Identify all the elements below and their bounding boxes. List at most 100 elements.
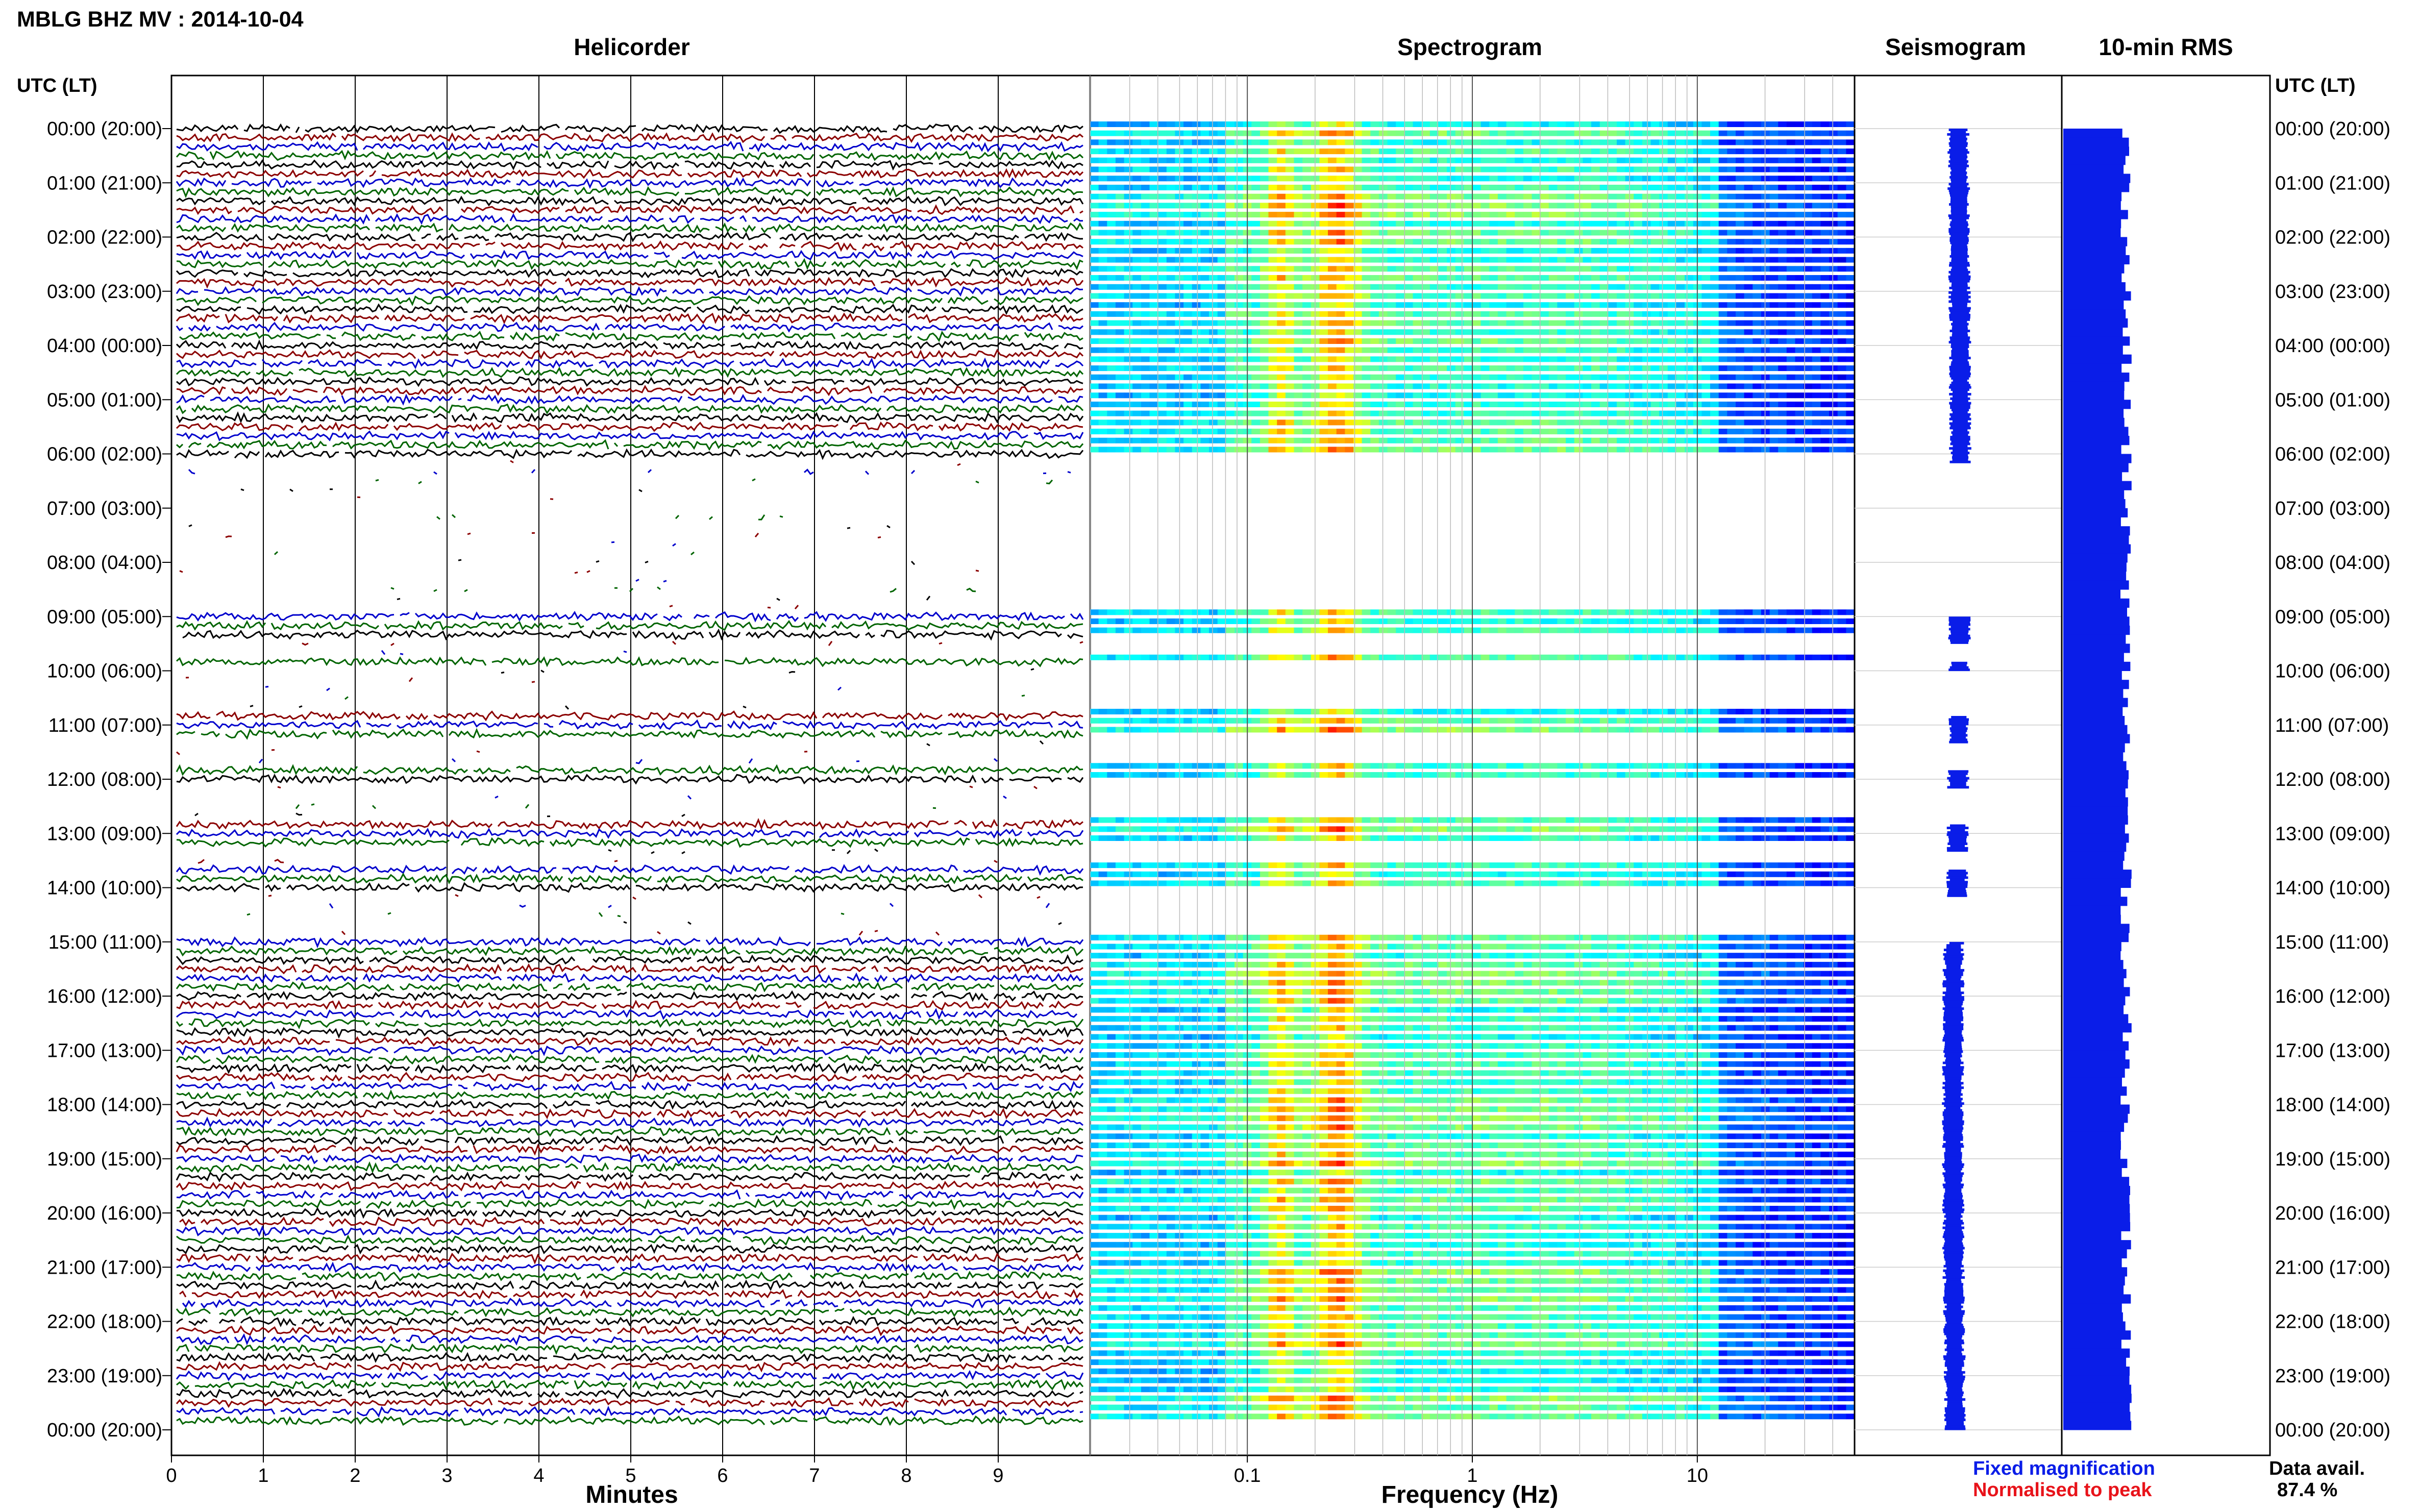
- spectrogram-cell: [1480, 609, 1490, 615]
- spectrogram-cell: [1752, 763, 1762, 769]
- spectrogram-cell: [1583, 284, 1592, 290]
- spectrogram-cell: [1557, 709, 1566, 714]
- spectrogram-cell: [1786, 176, 1795, 182]
- spectrogram-cell: [1336, 654, 1345, 660]
- spectrogram-cell: [1650, 826, 1660, 832]
- helicorder-trace-line: [176, 385, 1083, 396]
- spectrogram-cell: [1200, 392, 1210, 399]
- spectrogram-cell: [1659, 230, 1668, 236]
- spectrogram-cell: [1404, 402, 1413, 407]
- spectrogram-cell: [1421, 203, 1430, 209]
- spectrogram-cell: [1718, 311, 1727, 317]
- spectrogram-cell: [1090, 302, 1099, 308]
- helicorder-trace-line: [176, 1279, 1083, 1292]
- helicorder-trace-line: [176, 186, 1083, 199]
- spectrogram-cell: [1820, 419, 1830, 426]
- spectrogram-cell: [1650, 338, 1660, 344]
- spectrogram-cell: [1209, 654, 1218, 660]
- spectrogram-cell: [1583, 311, 1592, 317]
- spectrogram-cell: [1685, 193, 1694, 200]
- spectrogram-cell: [1226, 239, 1235, 245]
- helicorder-trace: [176, 1316, 1084, 1327]
- spectrogram-cell: [1328, 365, 1337, 371]
- spectrogram-cell: [1362, 402, 1371, 407]
- spectrogram-cell: [1804, 871, 1813, 877]
- spectrogram-cell: [1328, 772, 1337, 778]
- spectrogram-cell: [1752, 374, 1762, 380]
- helicorder-trace: [176, 321, 1083, 333]
- spectrogram-cell: [1608, 717, 1617, 724]
- spectrogram-cell: [1387, 176, 1396, 182]
- spectrogram-cell: [1429, 437, 1439, 443]
- spectrogram-cell: [1727, 609, 1736, 615]
- spectrogram-cell: [1846, 817, 1855, 823]
- helicorder-trace: [176, 1116, 1083, 1128]
- spectrogram-cell: [1192, 862, 1201, 869]
- spectrogram-cell: [1464, 311, 1473, 317]
- spectrogram-cell: [1676, 275, 1685, 281]
- spectrogram-cell: [1778, 392, 1787, 399]
- spectrogram-cell: [1455, 311, 1464, 317]
- spectrogram-cell: [1362, 419, 1371, 426]
- spectrogram-cell: [1183, 166, 1193, 172]
- spectrogram-cell: [1804, 654, 1813, 660]
- spectrogram-cell: [1464, 709, 1473, 714]
- spectrogram-cell: [1192, 121, 1201, 127]
- spectrogram-cell: [1574, 609, 1583, 615]
- spectrogram-cell: [1667, 402, 1676, 407]
- spectrogram-cell: [1532, 302, 1541, 308]
- spectrogram-cell: [1548, 247, 1558, 254]
- spectrogram-cell: [1260, 627, 1269, 633]
- spectrogram-cell: [1820, 772, 1830, 778]
- spectrogram-cell: [1548, 709, 1558, 714]
- spectrogram-cell: [1209, 275, 1218, 281]
- spectrogram-cell: [1319, 121, 1328, 127]
- spectrogram-cell: [1676, 185, 1685, 190]
- spectrogram-cell: [1727, 275, 1736, 281]
- spectrogram-cell: [1370, 302, 1379, 308]
- spectrogram-cell: [1608, 763, 1617, 769]
- spectrogram-cell: [1548, 293, 1558, 299]
- spectrogram-cell: [1421, 185, 1430, 190]
- spectrogram-cell: [1404, 148, 1413, 155]
- spectrogram-cell: [1192, 654, 1201, 660]
- spectrogram-cell: [1676, 139, 1685, 145]
- spectrogram-cell: [1166, 220, 1175, 227]
- spectrogram-cell: [1090, 410, 1099, 416]
- spectrogram-cell: [1812, 609, 1821, 615]
- spectrogram-cell: [1141, 247, 1150, 254]
- spectrogram-cell: [1149, 302, 1158, 308]
- spectrogram-cell: [1752, 772, 1762, 778]
- spectrogram-cell: [1413, 293, 1422, 299]
- spectrogram-cell: [1489, 266, 1498, 272]
- spectrogram-cell: [1277, 239, 1286, 245]
- spectrogram-cell: [1736, 329, 1745, 335]
- spectrogram-cell: [1209, 609, 1218, 615]
- spectrogram-cell: [1846, 402, 1855, 407]
- spectrogram-cell: [1166, 239, 1175, 245]
- spectrogram-cell: [1744, 419, 1753, 426]
- spectrogram-cell: [1200, 185, 1210, 190]
- spectrogram-cell: [1378, 176, 1388, 182]
- spectrogram-cell: [1251, 727, 1261, 733]
- spectrogram-cell: [1353, 212, 1363, 218]
- spectrogram-cell: [1497, 193, 1507, 200]
- spectrogram-cell: [1532, 826, 1541, 832]
- spectrogram-cell: [1328, 284, 1337, 290]
- spectrogram-cell: [1837, 185, 1846, 190]
- spectrogram-cell: [1251, 320, 1261, 326]
- spectrogram-cell: [1804, 257, 1813, 263]
- spectrogram-cell: [1804, 356, 1813, 362]
- spectrogram-cell: [1226, 257, 1235, 263]
- spectrogram-cell: [1141, 826, 1150, 832]
- spectrogram-cell: [1345, 410, 1354, 416]
- spectrogram-cell: [1515, 772, 1524, 778]
- spectrogram-cell: [1736, 266, 1745, 272]
- spectrogram-cell: [1532, 185, 1541, 190]
- spectrogram-cell: [1370, 772, 1379, 778]
- spectrogram-cell: [1795, 284, 1804, 290]
- spectrogram-cell: [1200, 763, 1210, 769]
- spectrogram-cell: [1718, 230, 1727, 236]
- helicorder-trace: [176, 1261, 1084, 1273]
- spectrogram-cell: [1404, 176, 1413, 182]
